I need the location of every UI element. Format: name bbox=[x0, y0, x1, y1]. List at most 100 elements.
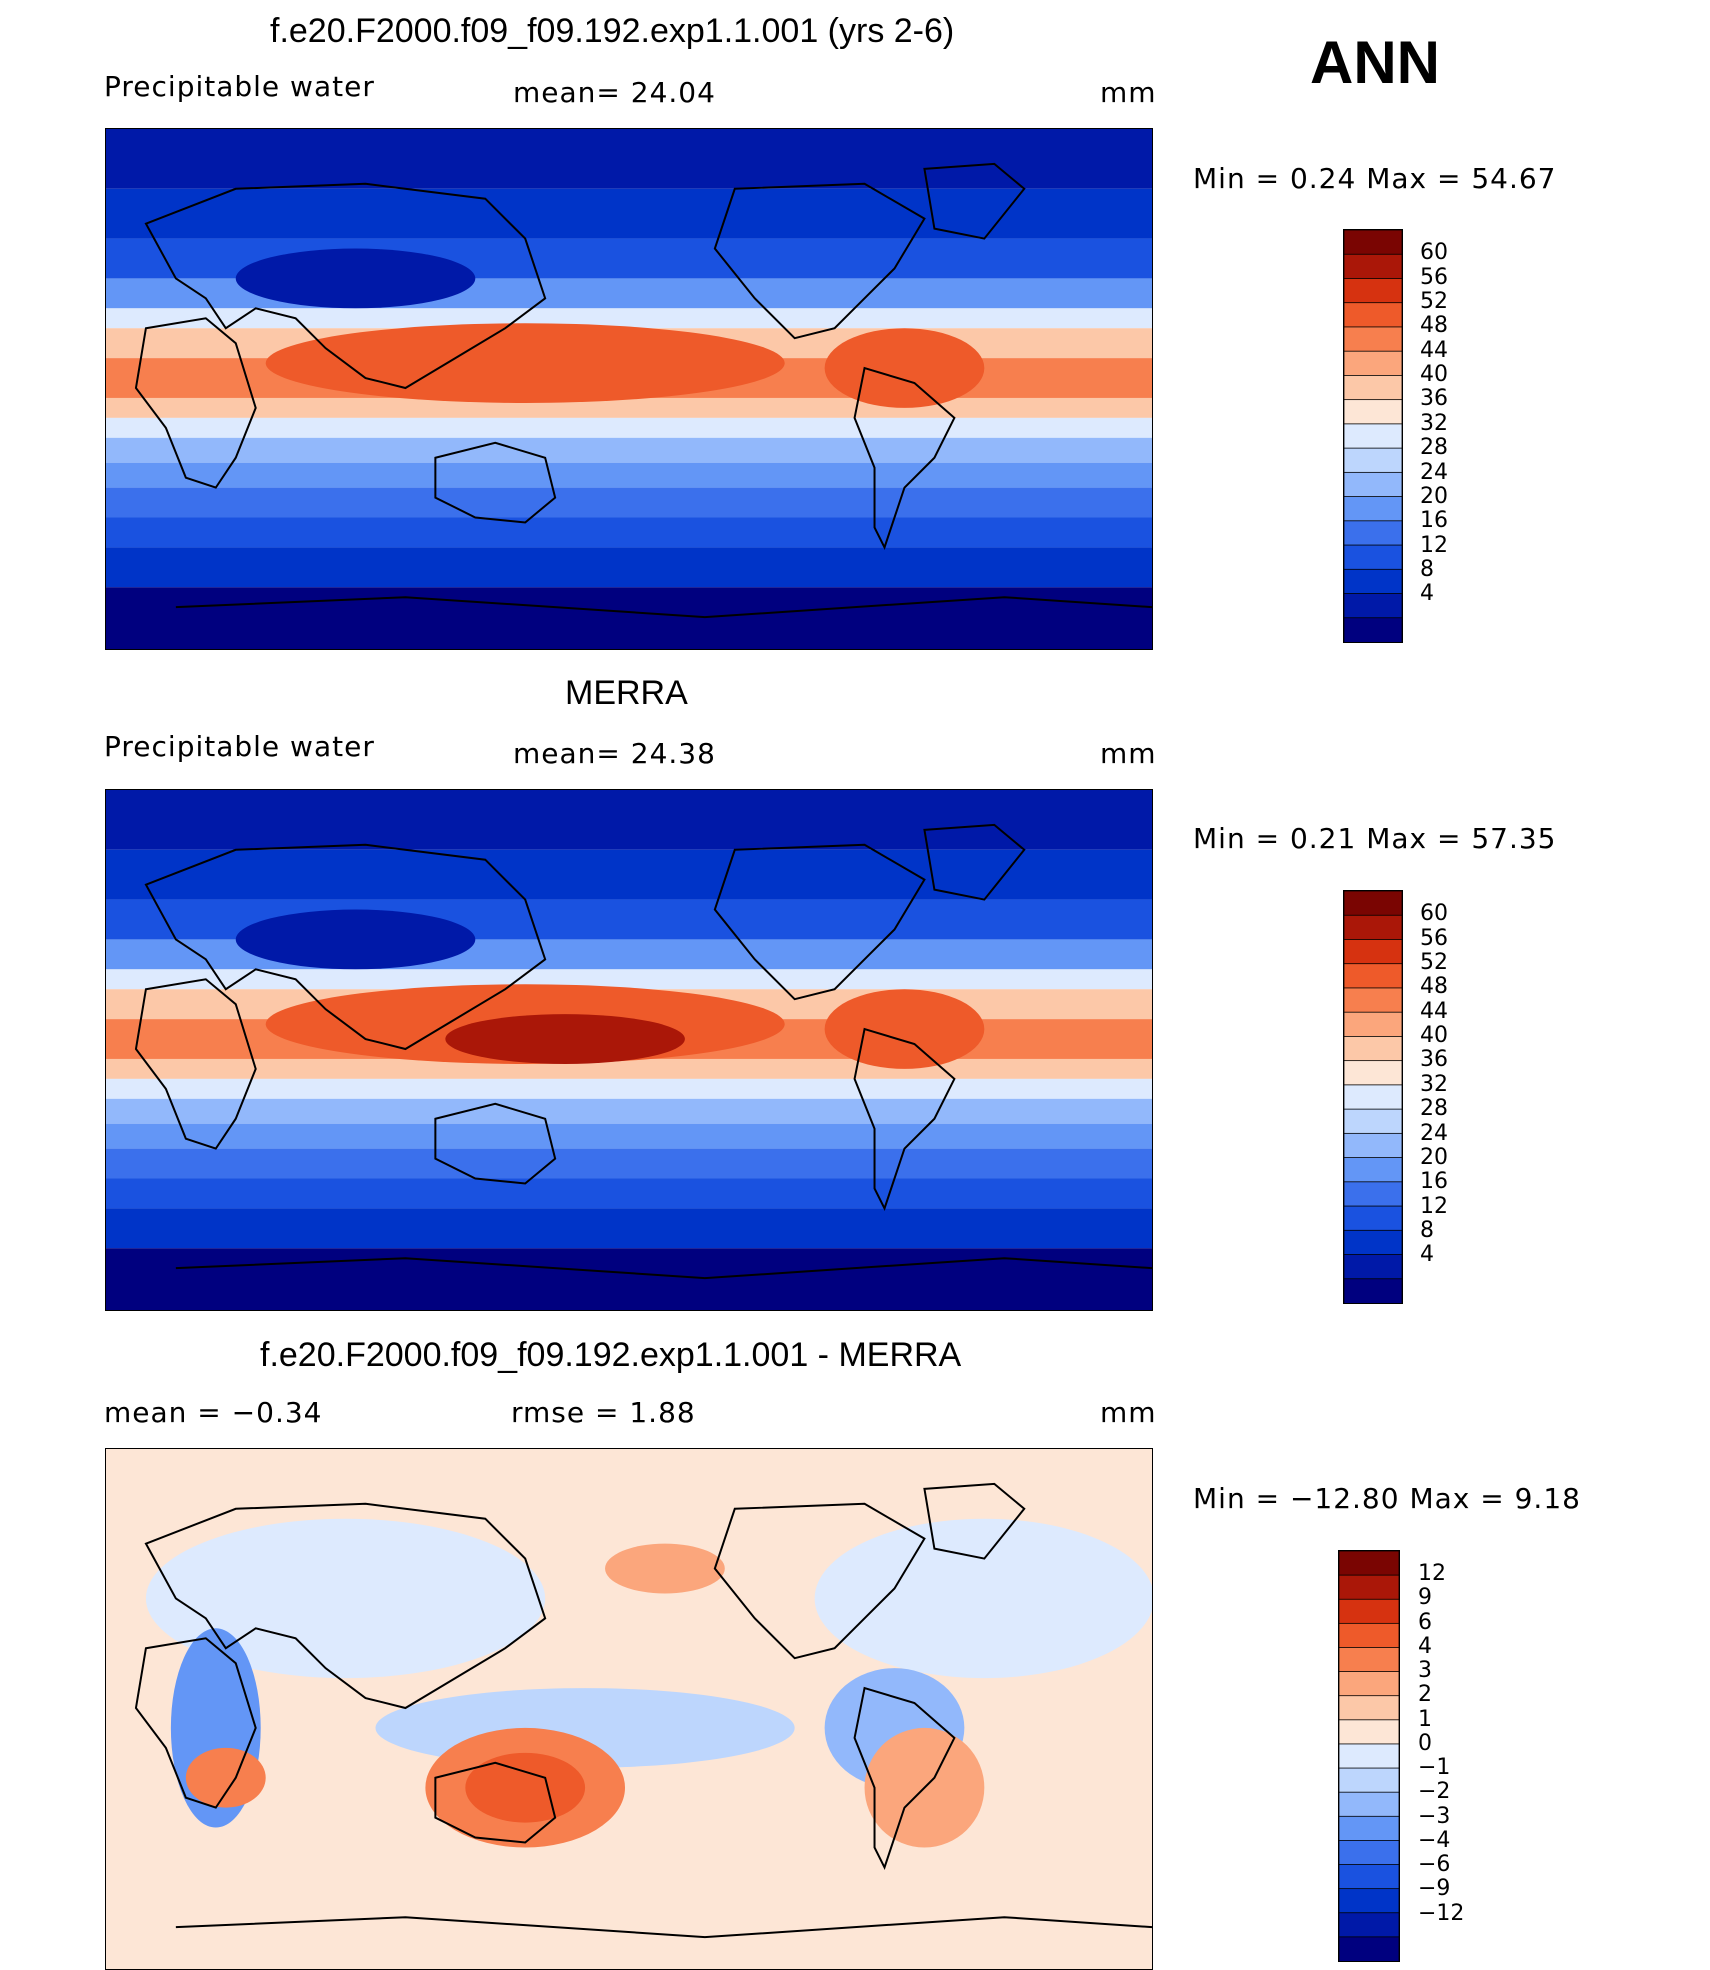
colorbar-swatch bbox=[1344, 278, 1402, 304]
panel-3-minmax: Min = −12.80 Max = 9.18 bbox=[1193, 1482, 1581, 1515]
colorbar-tick-label: 24 bbox=[1420, 1120, 1448, 1146]
field-band bbox=[106, 487, 1152, 518]
colorbar-tick-label: 56 bbox=[1420, 264, 1448, 290]
panel-1-minmax: Min = 0.24 Max = 54.67 bbox=[1193, 162, 1557, 195]
coastline bbox=[853, 1686, 956, 1870]
colorbar-tick-label: 16 bbox=[1420, 508, 1448, 534]
colorbar-swatch bbox=[1344, 1060, 1402, 1086]
colorbar-swatch bbox=[1339, 1936, 1399, 1961]
colorbar-swatch bbox=[1339, 1840, 1399, 1866]
coastline bbox=[923, 823, 1026, 901]
colorbar-swatch bbox=[1344, 326, 1402, 353]
colorbar-swatch bbox=[1339, 1647, 1399, 1673]
colorbar-tick-label: 32 bbox=[1420, 410, 1448, 436]
colorbar-swatch bbox=[1344, 230, 1402, 256]
colorbar-tick-label: 12 bbox=[1420, 532, 1448, 558]
field-band bbox=[106, 547, 1152, 588]
coastline bbox=[713, 182, 926, 340]
colorbar-tick-label: 24 bbox=[1420, 459, 1448, 485]
colorbar-tick-label: 52 bbox=[1420, 289, 1448, 315]
panel-2-colorbar bbox=[1343, 890, 1403, 1304]
field-band bbox=[106, 849, 1152, 900]
panel-1-title: f.e20.F2000.f09_f09.192.exp1.1.001 (yrs … bbox=[270, 12, 955, 50]
panel-3-rmse-label: rmse = 1.88 bbox=[511, 1396, 696, 1429]
colorbar-swatch bbox=[1344, 253, 1402, 280]
colorbar-tick-label: 4 bbox=[1418, 1633, 1432, 1659]
coastline bbox=[434, 1761, 557, 1844]
field-anomaly bbox=[265, 323, 785, 403]
colorbar-swatch bbox=[1339, 1791, 1399, 1818]
field-band bbox=[106, 417, 1152, 438]
colorbar-swatch bbox=[1344, 350, 1402, 377]
colorbar-swatch bbox=[1344, 914, 1402, 941]
field-band bbox=[106, 1123, 1152, 1149]
coastline bbox=[144, 1502, 547, 1710]
panel-1-colorbar bbox=[1343, 229, 1403, 643]
colorbar-tick-label: 4 bbox=[1420, 1242, 1434, 1268]
field-anomaly bbox=[145, 1518, 546, 1679]
colorbar-tick-label: 20 bbox=[1420, 483, 1448, 509]
colorbar-tick-label: −9 bbox=[1418, 1876, 1451, 1902]
field-band bbox=[106, 462, 1152, 488]
colorbar-swatch bbox=[1344, 1132, 1402, 1159]
colorbar-tick-label: 52 bbox=[1420, 950, 1448, 976]
field-band bbox=[106, 1178, 1152, 1209]
panel-1-mean-label: mean= 24.04 bbox=[513, 76, 716, 109]
colorbar-tick-label: −1 bbox=[1418, 1755, 1451, 1781]
coastline bbox=[853, 366, 956, 550]
panel-3-mean-label: mean = −0.34 bbox=[104, 1396, 323, 1429]
colorbar-swatch bbox=[1344, 302, 1402, 328]
colorbar-tick-label: 6 bbox=[1418, 1609, 1432, 1635]
colorbar-tick-label: 9 bbox=[1418, 1585, 1432, 1611]
colorbar-swatch bbox=[1339, 1671, 1399, 1697]
colorbar-swatch bbox=[1344, 1205, 1402, 1232]
colorbar-swatch bbox=[1344, 1157, 1402, 1183]
field-band bbox=[106, 1058, 1152, 1079]
coastline bbox=[175, 1916, 1152, 1939]
colorbar-swatch bbox=[1339, 1743, 1399, 1769]
colorbar-swatch bbox=[1344, 987, 1402, 1014]
panel-2-map bbox=[105, 789, 1153, 1311]
coastline bbox=[713, 843, 926, 1001]
panel-2-minmax: Min = 0.21 Max = 57.35 bbox=[1193, 822, 1557, 855]
colorbar-swatch bbox=[1344, 399, 1402, 425]
field-anomaly bbox=[235, 248, 476, 309]
colorbar-swatch bbox=[1344, 1036, 1402, 1062]
colorbar-tick-label: 40 bbox=[1420, 1023, 1448, 1049]
colorbar-swatch bbox=[1344, 1254, 1402, 1280]
colorbar-tick-label: 8 bbox=[1420, 556, 1434, 582]
season-label: ANN bbox=[1310, 29, 1440, 96]
colorbar-swatch bbox=[1344, 423, 1402, 450]
colorbar-tick-label: 36 bbox=[1420, 386, 1448, 412]
colorbar-swatch bbox=[1344, 568, 1402, 595]
field-anomaly bbox=[824, 989, 985, 1069]
colorbar-swatch bbox=[1339, 1598, 1399, 1625]
colorbar-swatch bbox=[1339, 1574, 1399, 1601]
panel-1-map bbox=[105, 128, 1153, 650]
colorbar-swatch bbox=[1339, 1767, 1399, 1794]
field-anomaly bbox=[824, 328, 985, 408]
field-band bbox=[106, 397, 1152, 418]
colorbar-swatch bbox=[1344, 891, 1402, 917]
colorbar-swatch bbox=[1344, 447, 1402, 474]
field-band bbox=[106, 1148, 1152, 1179]
colorbar-tick-label: 32 bbox=[1420, 1071, 1448, 1097]
coastline bbox=[134, 1637, 257, 1809]
colorbar-swatch bbox=[1344, 1108, 1402, 1135]
colorbar-swatch bbox=[1339, 1864, 1399, 1890]
panel-3-map bbox=[105, 1448, 1153, 1970]
colorbar-swatch bbox=[1344, 1278, 1402, 1303]
colorbar-swatch bbox=[1344, 1084, 1402, 1111]
colorbar-tick-label: −4 bbox=[1418, 1827, 1451, 1853]
colorbar-swatch bbox=[1344, 375, 1402, 401]
colorbar-tick-label: 56 bbox=[1420, 925, 1448, 951]
colorbar-tick-label: 60 bbox=[1420, 240, 1448, 266]
field-band bbox=[106, 188, 1152, 239]
field-anomaly bbox=[814, 1518, 1152, 1679]
colorbar-swatch bbox=[1344, 544, 1402, 571]
colorbar-tick-label: 0 bbox=[1418, 1730, 1432, 1756]
panel-1-units: mm bbox=[1100, 76, 1157, 109]
field-anomaly bbox=[185, 1747, 266, 1808]
colorbar-swatch bbox=[1344, 1011, 1402, 1038]
field-band bbox=[106, 437, 1152, 463]
